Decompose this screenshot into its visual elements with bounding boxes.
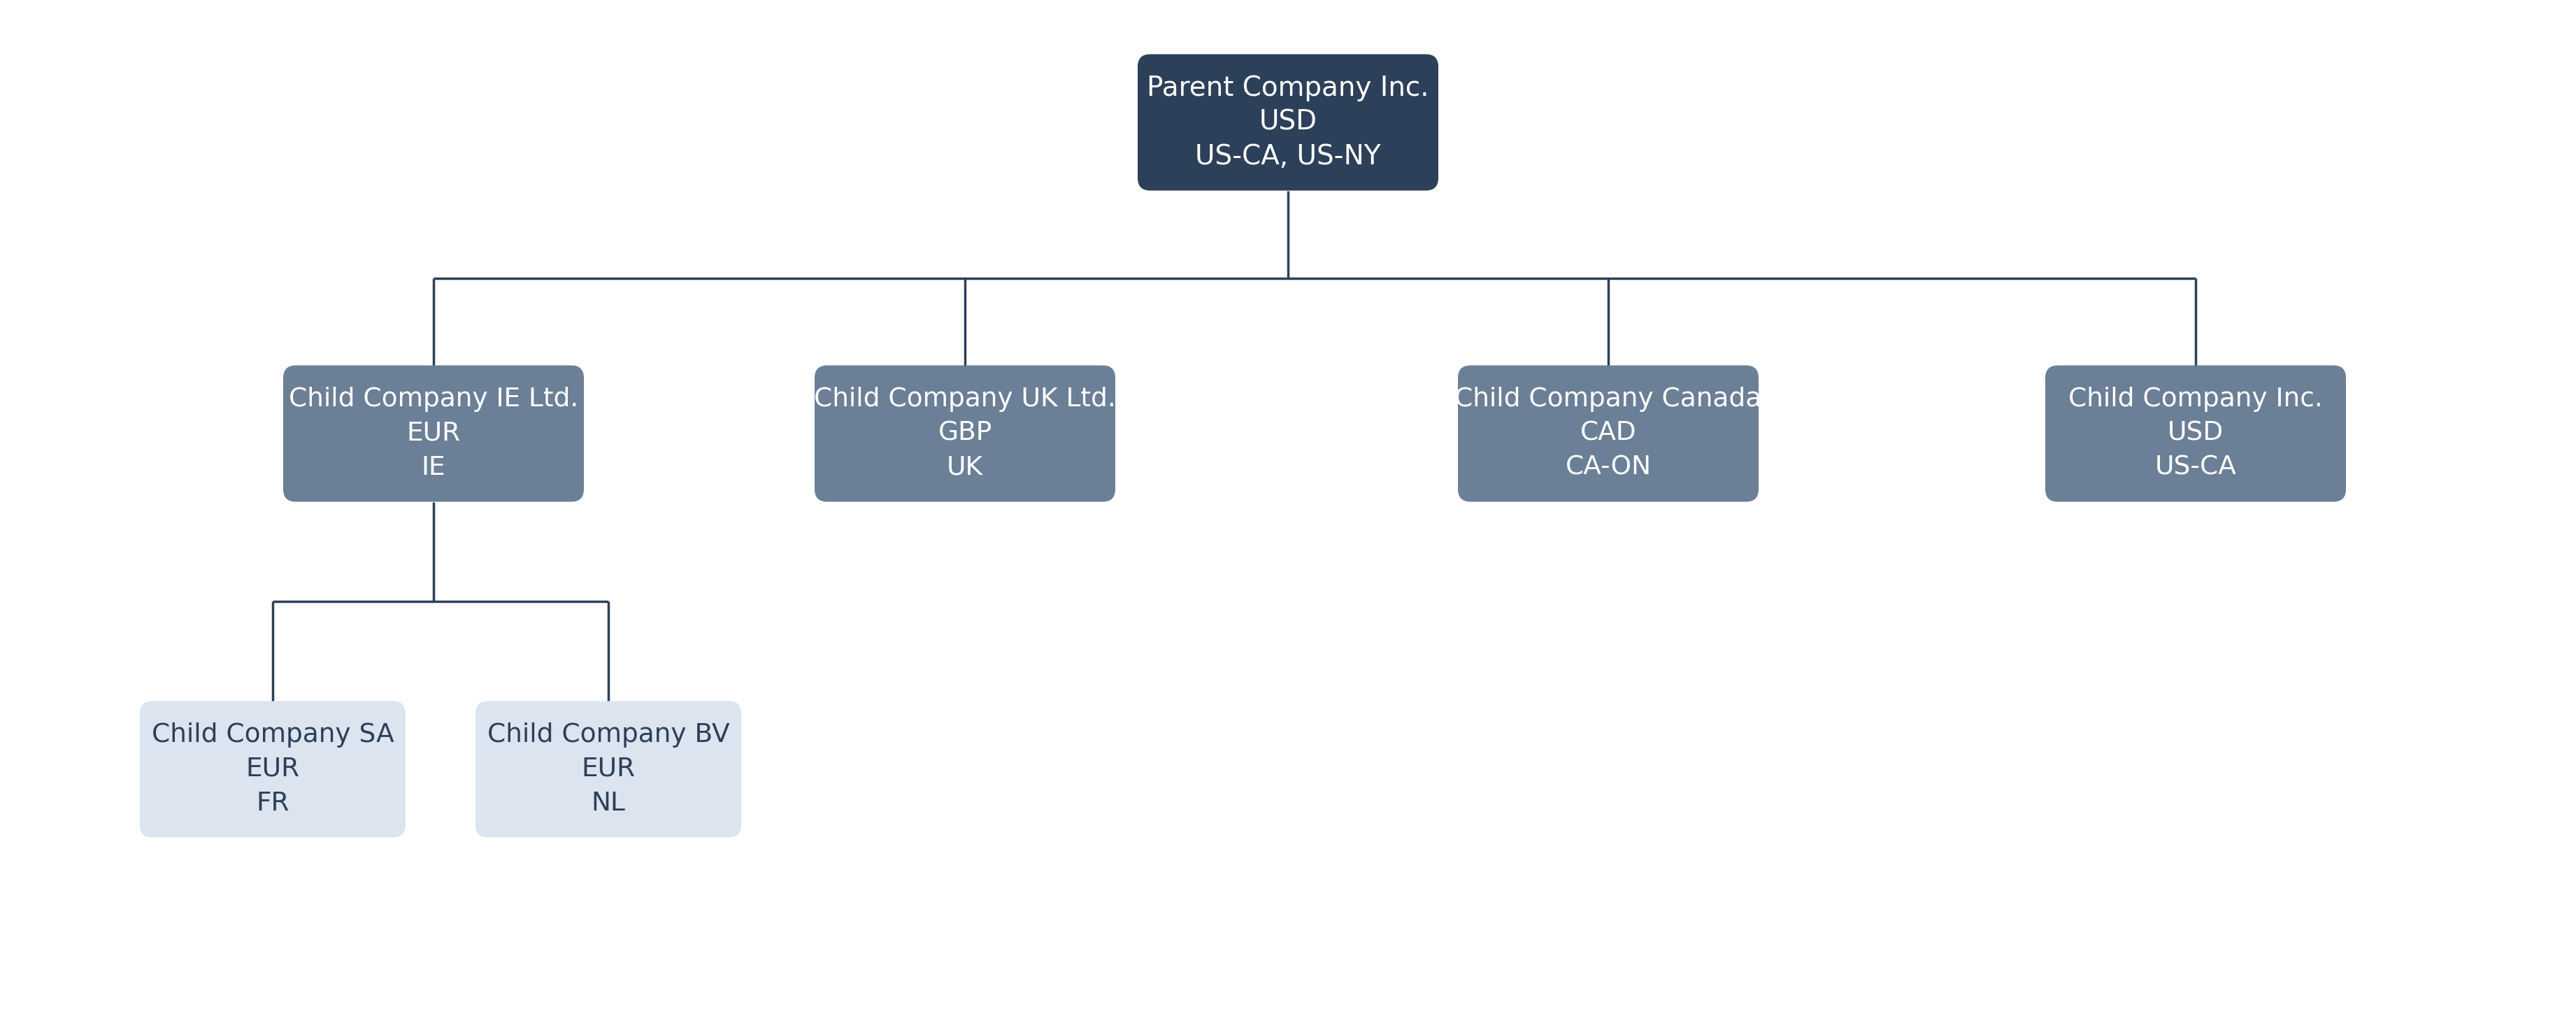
FancyBboxPatch shape [139, 701, 404, 837]
Text: CA-ON: CA-ON [1566, 455, 1651, 480]
Text: Child Company BV: Child Company BV [487, 723, 729, 747]
Text: CAD: CAD [1579, 421, 1636, 446]
Text: FR: FR [255, 790, 289, 816]
Text: EUR: EUR [582, 757, 636, 782]
Text: US-CA: US-CA [2154, 455, 2236, 480]
Text: Child Company SA: Child Company SA [152, 723, 394, 747]
FancyBboxPatch shape [1458, 366, 1759, 501]
Text: UK: UK [948, 455, 984, 480]
Text: Child Company UK Ltd.: Child Company UK Ltd. [814, 387, 1115, 412]
FancyBboxPatch shape [2045, 366, 2347, 501]
FancyBboxPatch shape [1139, 54, 1437, 191]
Text: Child Company Canada: Child Company Canada [1455, 387, 1762, 412]
FancyBboxPatch shape [814, 366, 1115, 501]
FancyBboxPatch shape [283, 366, 585, 501]
Text: NL: NL [592, 790, 626, 816]
FancyBboxPatch shape [477, 701, 742, 837]
Text: Parent Company Inc.: Parent Company Inc. [1146, 75, 1430, 101]
Text: GBP: GBP [938, 421, 992, 446]
Text: EUR: EUR [407, 421, 461, 446]
Text: Child Company IE Ltd.: Child Company IE Ltd. [289, 387, 580, 412]
Text: Child Company Inc.: Child Company Inc. [2069, 387, 2324, 412]
Text: IE: IE [422, 455, 446, 480]
Text: USD: USD [1260, 109, 1316, 136]
Text: USD: USD [2166, 421, 2223, 446]
Text: US-CA, US-NY: US-CA, US-NY [1195, 143, 1381, 169]
Text: EUR: EUR [245, 757, 299, 782]
